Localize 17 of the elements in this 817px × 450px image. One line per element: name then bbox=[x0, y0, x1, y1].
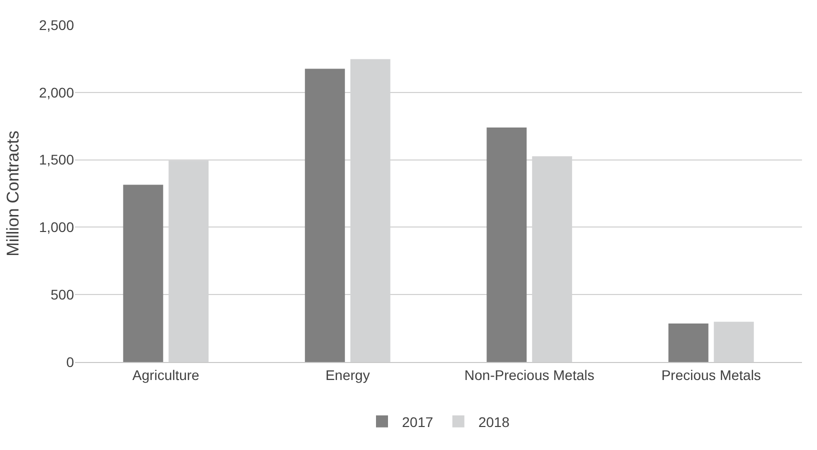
y-tick-label: 2,500 bbox=[38, 16, 74, 33]
y-tick-label: 500 bbox=[50, 286, 74, 302]
legend-label: 2018 bbox=[478, 414, 510, 430]
bar bbox=[486, 127, 527, 362]
bar bbox=[668, 323, 708, 362]
bar bbox=[123, 184, 164, 362]
y-axis-title: Million Contracts bbox=[4, 130, 23, 256]
legend-label: 2017 bbox=[402, 414, 434, 430]
y-tick-label: 1,500 bbox=[38, 152, 74, 168]
x-tick-label: Energy bbox=[325, 366, 370, 383]
y-tick-label: 1,000 bbox=[38, 219, 74, 236]
x-tick-label: Precious Metals bbox=[661, 366, 761, 383]
bar bbox=[304, 68, 345, 362]
y-tick-label: 0 bbox=[66, 354, 74, 370]
x-tick-label: Non-Precious Metals bbox=[464, 366, 594, 383]
y-tick-label: 2,000 bbox=[38, 84, 74, 100]
x-tick-label: Agriculture bbox=[132, 366, 200, 383]
